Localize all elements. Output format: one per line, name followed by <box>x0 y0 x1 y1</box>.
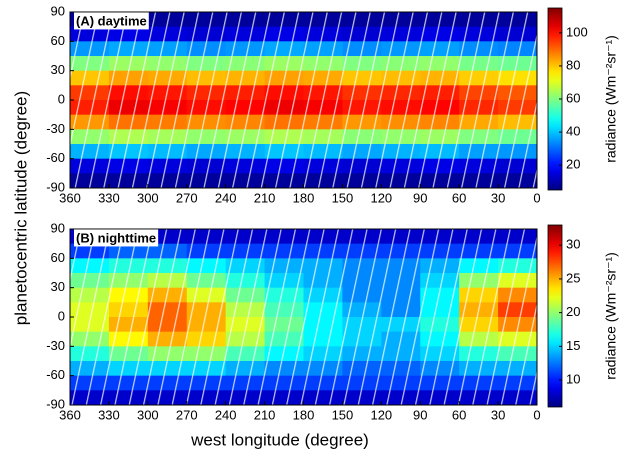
y-tick-label: 0 <box>58 91 65 106</box>
orbit-stripes <box>70 229 537 405</box>
y-tick-label: -30 <box>46 121 65 136</box>
y-tick-label: 60 <box>51 33 65 48</box>
colorbar-tick-label: 60 <box>566 90 580 105</box>
y-tick-label: 30 <box>51 279 65 294</box>
x-tick-label: 120 <box>370 190 392 205</box>
x-tick-label: 180 <box>293 190 315 205</box>
x-axis-label: west longitude (degree) <box>190 430 369 449</box>
panel-label: (A) daytime <box>74 12 149 30</box>
x-tick-label: 150 <box>332 190 354 205</box>
x-tick-label: 270 <box>176 190 198 205</box>
panel-label-bg <box>74 229 159 247</box>
x-tick-label: 330 <box>98 407 120 422</box>
x-tick-label: 0 <box>533 190 540 205</box>
colorbar-tick-label: 20 <box>566 157 580 172</box>
x-tick-label: 0 <box>533 407 540 422</box>
y-tick-label: 0 <box>58 308 65 323</box>
y-tick-label: -60 <box>46 367 65 382</box>
x-tick-label: 240 <box>215 407 237 422</box>
colorbar-tick-label: 40 <box>566 124 580 139</box>
colorbar-tick-label: 25 <box>566 270 580 285</box>
colorbar-tick-label: 20 <box>566 304 580 319</box>
colorbar-tick-label: 15 <box>566 338 580 353</box>
x-tick-label: 60 <box>452 407 466 422</box>
colorbar-tick-label: 10 <box>566 371 580 386</box>
colorbar-tick-label: 100 <box>566 24 588 39</box>
panel-label-text: (A) daytime <box>76 13 147 28</box>
colorbar-label: radiance (Wm⁻²sr⁻¹) <box>603 35 619 163</box>
x-tick-label: 330 <box>98 190 120 205</box>
x-tick-label: 30 <box>491 407 505 422</box>
x-tick-label: 90 <box>413 190 427 205</box>
x-tick-label: 150 <box>332 407 354 422</box>
panel-label: (B) nighttime <box>74 229 159 247</box>
panel-label-bg <box>74 12 149 30</box>
x-tick-label: 60 <box>452 190 466 205</box>
x-tick-label: 30 <box>491 190 505 205</box>
x-tick-label: 360 <box>59 407 81 422</box>
panel-label-text: (B) nighttime <box>76 230 156 245</box>
x-tick-label: 90 <box>413 407 427 422</box>
x-tick-label: 240 <box>215 190 237 205</box>
x-tick-label: 360 <box>59 190 81 205</box>
x-tick-label: 180 <box>293 407 315 422</box>
y-tick-label: -90 <box>46 396 65 411</box>
x-tick-label: 300 <box>137 407 159 422</box>
x-tick-label: 210 <box>254 407 276 422</box>
orbit-stripes <box>70 12 537 188</box>
x-tick-label: 300 <box>137 190 159 205</box>
x-tick-label: 270 <box>176 407 198 422</box>
y-tick-label: 60 <box>51 250 65 265</box>
x-tick-label: 120 <box>370 407 392 422</box>
colorbar-tick-label: 30 <box>566 237 580 252</box>
colorbar <box>547 224 563 408</box>
y-tick-label: -60 <box>46 150 65 165</box>
y-tick-label: 30 <box>51 62 65 77</box>
y-tick-label: -30 <box>46 338 65 353</box>
y-tick-label: 90 <box>51 220 65 235</box>
x-tick-label: 210 <box>254 190 276 205</box>
y-tick-label: -90 <box>46 179 65 194</box>
y-tick-label: 90 <box>51 3 65 18</box>
y-axis-label: planetocentric latitude (degree) <box>11 91 30 325</box>
colorbar-tick-label: 80 <box>566 57 580 72</box>
colorbar-label: radiance (Wm⁻²sr⁻¹) <box>603 252 619 380</box>
